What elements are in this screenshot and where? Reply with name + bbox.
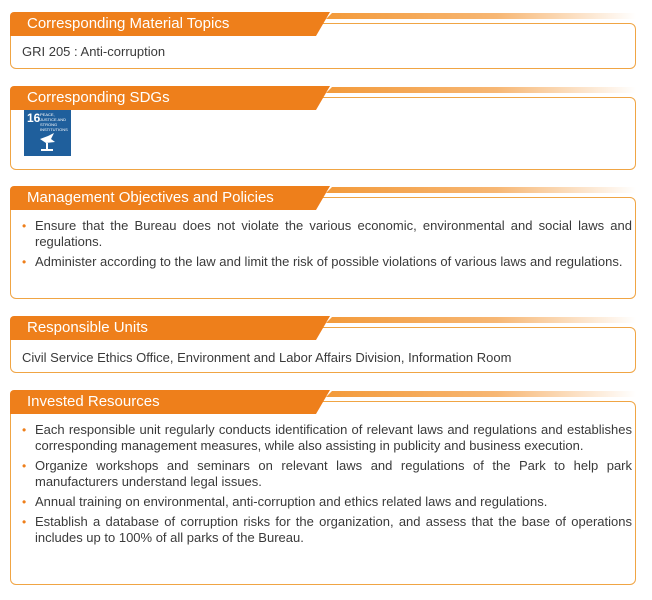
header-stripe	[326, 13, 636, 19]
resources-list: Each responsible unit regularly conducts…	[22, 422, 632, 550]
section-title: Responsible Units	[10, 316, 330, 340]
sdgs-section: 16 PEACE, JUSTICE AND STRONG INSTITUTION…	[0, 86, 652, 172]
objectives-section: Management Objectives and Policies Ensur…	[0, 186, 652, 300]
resources-section: Invested Resources Each responsible unit…	[0, 390, 652, 586]
list-item: Organize workshops and seminars on relev…	[22, 458, 632, 490]
section-title: Invested Resources	[10, 390, 330, 414]
material-topic-text: GRI 205 : Anti-corruption	[22, 44, 166, 59]
list-item: Establish a database of corruption risks…	[22, 514, 632, 546]
list-item: Administer according to the law and limi…	[22, 254, 632, 270]
sdg-label: PEACE, JUSTICE AND STRONG INSTITUTIONS	[40, 112, 68, 132]
header-stripe	[326, 87, 636, 93]
section-title: Corresponding Material Topics	[10, 12, 330, 36]
header-stripe	[326, 187, 636, 193]
units-text: Civil Service Ethics Office, Environment…	[22, 350, 512, 365]
header-stripe	[326, 317, 636, 323]
sdg-16-icon: 16 PEACE, JUSTICE AND STRONG INSTITUTION…	[24, 109, 71, 156]
material-topics-section: Corresponding Material Topics GRI 205 : …	[0, 0, 652, 70]
header-stripe	[326, 391, 636, 397]
list-item: Ensure that the Bureau does not violate …	[22, 218, 632, 250]
units-section: Responsible Units Civil Service Ethics O…	[0, 316, 652, 374]
section-title: Corresponding SDGs	[10, 86, 330, 110]
sdg-number: 16	[27, 111, 41, 125]
section-title: Management Objectives and Policies	[10, 186, 330, 210]
dove-icon	[40, 133, 55, 151]
list-item: Annual training on environmental, anti-c…	[22, 494, 632, 510]
list-item: Each responsible unit regularly conducts…	[22, 422, 632, 454]
objectives-list: Ensure that the Bureau does not violate …	[22, 218, 632, 274]
